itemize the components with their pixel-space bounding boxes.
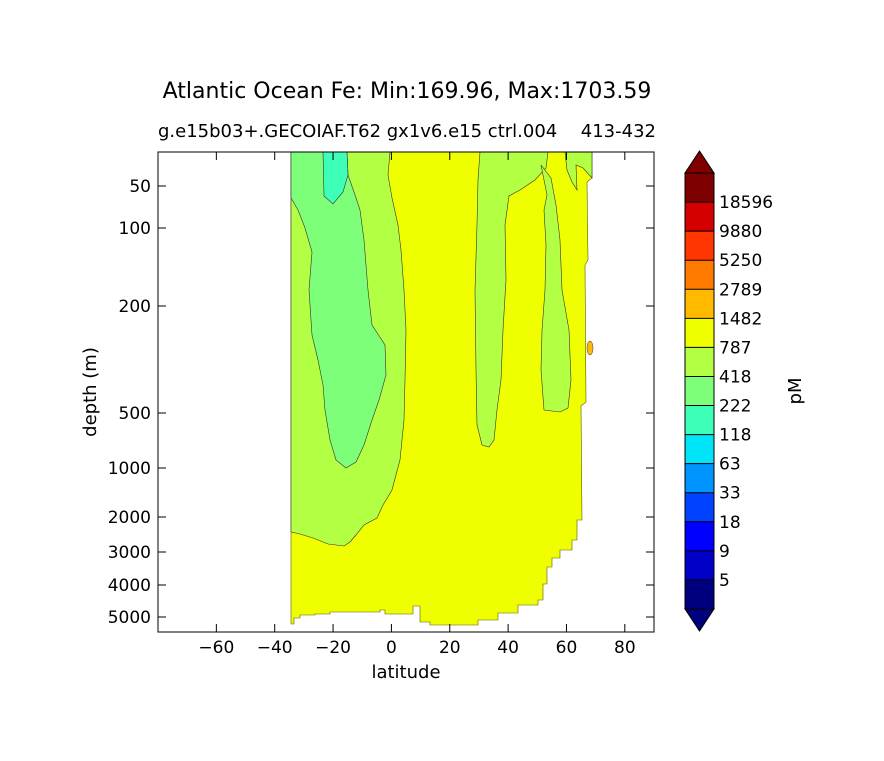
colorbar-swatch	[685, 521, 714, 551]
chart-subtitle-range: 413-432	[581, 121, 656, 142]
y-tick-label: 2000	[108, 508, 151, 528]
chart-title: Atlantic Ocean Fe: Min:169.96, Max:1703.…	[163, 79, 652, 104]
colorbar-tick-label: 9	[719, 542, 730, 562]
colorbar-swatch	[685, 434, 714, 464]
colorbar-swatch	[685, 318, 714, 348]
colorbar-swatch	[685, 550, 714, 580]
x-tick-label: 0	[386, 638, 397, 658]
colorbar-swatch	[685, 463, 714, 493]
colorbar-tick-label: 18	[719, 513, 741, 533]
y-tick-label: 500	[119, 404, 151, 424]
x-axis: −60 −40 −20 0 20 40 60 80	[198, 152, 636, 658]
colorbar-swatch	[685, 492, 714, 522]
chart-subtitle: g.e15b03+.GECOIAF.T62 gx1v6.e15 ctrl.004	[158, 121, 557, 142]
contour-field	[290, 152, 594, 626]
x-tick-label: −60	[198, 638, 234, 658]
colorbar-tick-label: 5250	[719, 251, 762, 271]
region-arctic-surface-tongue	[564, 152, 593, 192]
colorbar: 5 9 18 33 63 118 222 418 787 1482 2789 5250 9880 1859…	[684, 150, 773, 632]
x-tick-label: 80	[614, 638, 636, 658]
colorbar-tick-label: 63	[719, 455, 741, 475]
colorbar-label: pM	[785, 378, 806, 405]
colorbar-extend-bottom	[684, 608, 715, 632]
colorbar-tick-label: 5	[719, 571, 730, 591]
region-subpolar-column	[540, 164, 572, 413]
colorbar-frame	[684, 172, 715, 610]
region-high-latitude-spot	[586, 340, 594, 356]
colorbar-tick-label: 1482	[719, 309, 762, 329]
y-axis: 50 100 200 500 1000 2000 3000 4000 5000	[108, 177, 654, 628]
colorbar-extend-top	[684, 150, 715, 174]
y-tick-label: 50	[129, 177, 151, 197]
colorbar-tick-label: 33	[719, 484, 741, 504]
y-tick-label: 3000	[108, 543, 151, 563]
y-tick-label: 200	[119, 297, 151, 317]
region-north-atlantic-column	[474, 152, 549, 448]
plot-frame	[157, 151, 655, 633]
colorbar-tick-label: 418	[719, 367, 751, 387]
y-axis-label: depth (m)	[80, 347, 101, 437]
colorbar-swatch	[685, 173, 714, 203]
colorbar-tick-label: 9880	[719, 222, 762, 242]
colorbar-tick-label: 787	[719, 338, 751, 358]
x-tick-label: 40	[497, 638, 519, 658]
colorbar-tick-label: 18596	[719, 193, 773, 213]
x-tick-label: 60	[556, 638, 578, 658]
colorbar-swatch	[685, 231, 714, 261]
region-south-atlantic-surface	[322, 152, 349, 205]
y-tick-label: 5000	[108, 608, 151, 628]
colorbar-swatch	[685, 260, 714, 290]
region-south-atlantic-core	[290, 152, 387, 469]
colorbar-swatch	[685, 405, 714, 435]
colorbar-tick-label: 222	[719, 397, 751, 417]
colorbar-swatch	[685, 289, 714, 319]
colorbar-swatch	[685, 202, 714, 232]
colorbar-swatch	[685, 579, 714, 609]
y-tick-label: 100	[119, 219, 151, 239]
x-axis-label: latitude	[371, 662, 440, 683]
colorbar-tick-label: 118	[719, 426, 751, 446]
colorbar-swatch	[685, 376, 714, 406]
colorbar-swatch	[685, 347, 714, 377]
colorbar-tick-label: 2789	[719, 280, 762, 300]
y-tick-label: 4000	[108, 576, 151, 596]
x-tick-label: −40	[257, 638, 293, 658]
x-tick-label: −20	[315, 638, 351, 658]
y-tick-label: 1000	[108, 459, 151, 479]
x-tick-label: 20	[439, 638, 461, 658]
